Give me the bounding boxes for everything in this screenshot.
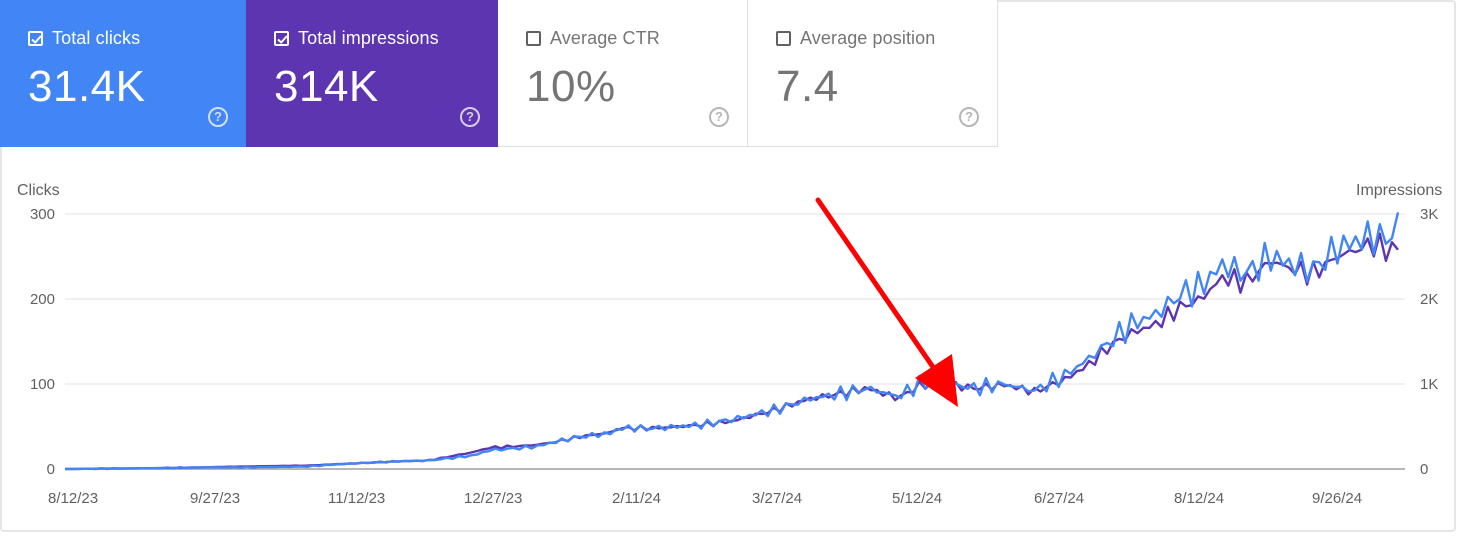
right-tick-label: 2K [1420,291,1439,308]
metric-value: 314K [274,62,379,111]
metric-card-total-clicks[interactable]: Total clicks 31.4K ? [0,0,246,147]
metric-label: Average position [800,28,936,48]
right-tick-label: 3K [1420,206,1439,223]
metric-card-total-impressions[interactable]: Total impressions 314K ? [246,0,498,147]
x-tick-label: 2/11/24 [612,490,661,507]
metric-cards: Total clicks 31.4K ? Total impressions 3… [0,0,998,147]
left-axis-title: Clicks [17,182,60,199]
x-tick-label: 9/27/23 [190,490,241,507]
x-tick-label: 9/26/24 [1312,490,1363,507]
checkbox-checked-icon[interactable] [274,31,289,46]
x-tick-label: 11/12/23 [328,490,386,507]
right-tick-label: 0 [1420,461,1429,478]
help-icon[interactable]: ? [460,107,480,127]
metric-card-average-position[interactable]: Average position 7.4 ? [748,0,998,147]
x-tick-label: 6/27/24 [1034,490,1085,507]
metric-card-header: Average CTR [526,28,660,49]
help-icon[interactable]: ? [709,107,729,127]
annotation-arrow-head [915,354,958,407]
right-axis-title: Impressions [1356,182,1443,199]
checkbox-checked-icon[interactable] [28,31,43,46]
metric-value: 31.4K [28,62,146,111]
metric-value: 10% [526,62,616,111]
x-tick-label: 8/12/23 [48,490,99,507]
metric-card-header: Total clicks [28,28,140,49]
left-tick-label: 0 [46,461,55,478]
right-tick-label: 1K [1420,376,1439,393]
x-tick-label: 8/12/24 [1174,490,1225,507]
metric-card-header: Average position [776,28,935,49]
left-tick-label: 200 [29,291,55,308]
checkbox-unchecked-icon[interactable] [526,31,541,46]
metric-label: Total clicks [52,28,141,48]
series-line-impressions [64,232,1399,471]
checkbox-unchecked-icon[interactable] [776,31,791,46]
x-tick-label: 12/27/23 [464,490,523,507]
x-tick-label: 5/12/24 [892,490,943,507]
metric-value: 7.4 [776,62,839,111]
left-tick-label: 300 [29,206,55,223]
help-icon[interactable]: ? [208,107,228,127]
annotation-arrow-shaft [815,197,938,373]
metric-label: Total impressions [298,28,439,48]
series-line-clicks [64,212,1400,471]
metric-card-header: Total impressions [274,28,439,49]
metric-card-average-ctr[interactable]: Average CTR 10% ? [498,0,748,147]
help-icon[interactable]: ? [959,107,979,127]
left-tick-label: 100 [29,376,55,393]
x-tick-label: 3/27/24 [752,490,803,507]
metric-label: Average CTR [550,28,660,48]
